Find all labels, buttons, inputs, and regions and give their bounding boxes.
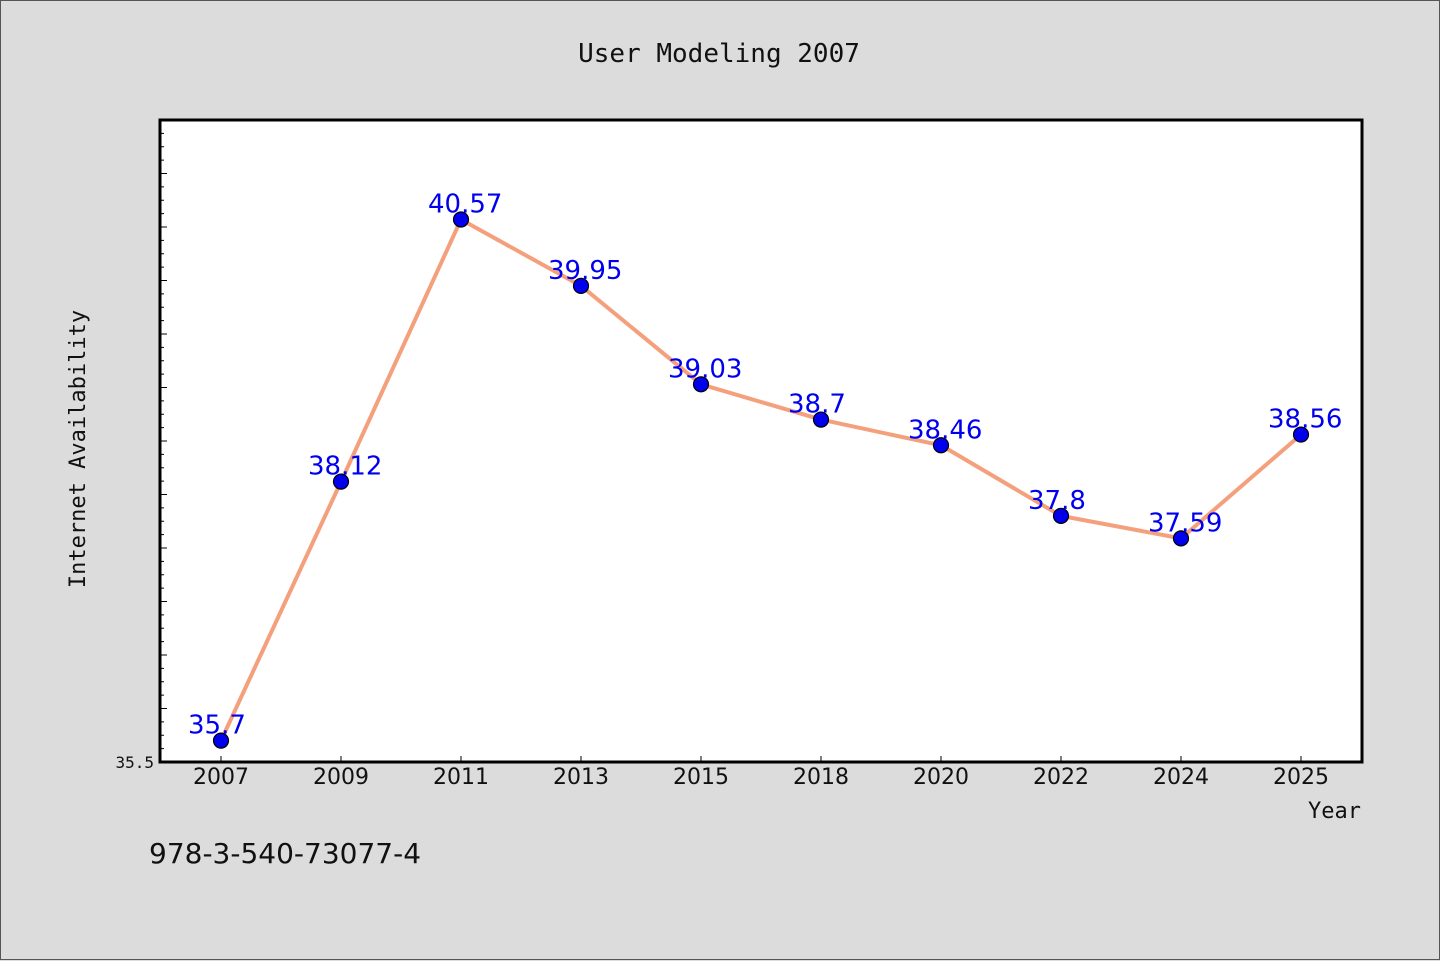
y-tick-label: 35.5 [115,753,154,772]
data-label: 35.7 [188,711,246,741]
data-label: 39.95 [548,256,622,286]
data-label: 40.57 [428,190,502,220]
data-label: 37.8 [1028,486,1086,516]
isbn-footnote: 978-3-540-73077-4 [149,837,421,870]
data-point [932,437,950,454]
data-label: 37.59 [1148,508,1222,538]
data-label: 39.03 [668,354,742,384]
data-point [1052,507,1070,525]
data-markers [212,211,1310,749]
data-label: 38.7 [788,390,846,420]
data-point [332,473,350,490]
x-tick-label: 2009 [313,765,369,790]
data-point [452,211,470,228]
plot-area [158,118,1364,764]
data-point [212,732,230,749]
data-point [812,411,830,428]
x-tick-label: 2025 [1273,765,1329,790]
data-point [1292,426,1310,443]
chart-title: User Modeling 2007 [578,39,860,69]
data-label: 38.46 [908,415,982,445]
series-polyline [219,217,1303,742]
x-tick-label: 2020 [913,765,969,790]
data-point [572,277,590,294]
x-tick-label: 2022 [1033,765,1089,790]
y-axis-label: Internet Availability [66,310,91,588]
x-tick-label: 2018 [793,765,849,790]
x-tick-label: 2015 [673,765,729,790]
x-axis-ticks: 2007 2009 2011 2013 2015 2018 2020 2022 2024 2025 [193,756,1329,790]
x-axis-label: Year [1308,799,1361,824]
data-point [692,376,710,393]
x-tick-label: 2024 [1153,765,1209,790]
x-tick-label: 2013 [553,765,609,790]
series-line [219,217,1303,742]
x-tick-label: 2011 [433,765,489,790]
y-axis-ticks [160,132,167,750]
data-label: 38.12 [308,452,382,482]
data-label: 38.56 [1268,405,1342,435]
data-point [1172,530,1190,547]
data-labels: 35.7 38.12 40.57 39.95 39.03 38.7 38.46 37.8 37.… [188,190,1342,741]
x-tick-label: 2007 [193,765,249,790]
